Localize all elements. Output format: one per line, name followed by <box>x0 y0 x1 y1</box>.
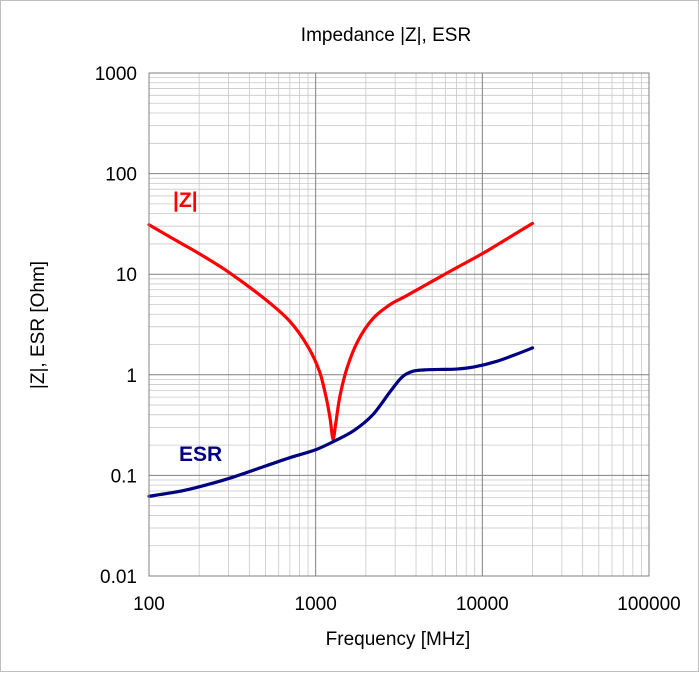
x-tick-label: 100000 <box>617 594 680 615</box>
minor-gridlines <box>149 73 649 576</box>
x-axis-label: Frequency [MHz] <box>326 629 471 650</box>
series-layer <box>147 221 535 498</box>
series-label-esr: ESR <box>179 443 222 466</box>
y-tick-label: 100 <box>105 165 137 186</box>
y-tick-label: 0.01 <box>100 567 137 588</box>
y-axis-label: |Z|, ESR [Ohm] <box>28 261 49 389</box>
y-tick-label: 0.1 <box>111 466 137 487</box>
series-line-esr <box>147 346 535 498</box>
y-tick-label: 1000 <box>95 64 137 85</box>
y-tick-label: 10 <box>116 265 137 286</box>
x-tick-label: 100 <box>133 594 165 615</box>
y-tick-label: 1 <box>126 366 137 387</box>
plot-area <box>149 73 649 576</box>
x-tick-label: 1000 <box>295 594 337 615</box>
x-tick-label: 10000 <box>456 594 509 615</box>
y-tick-labels: 0.01 0.1 1 10 100 1000 <box>95 64 137 588</box>
chart-title: Impedance |Z|, ESR <box>301 25 471 46</box>
plot-border <box>148 72 650 577</box>
x-tick-labels: 100 1000 10000 100000 <box>133 594 681 615</box>
series-label-z: |Z| <box>173 189 198 212</box>
series-line-z <box>147 221 535 441</box>
